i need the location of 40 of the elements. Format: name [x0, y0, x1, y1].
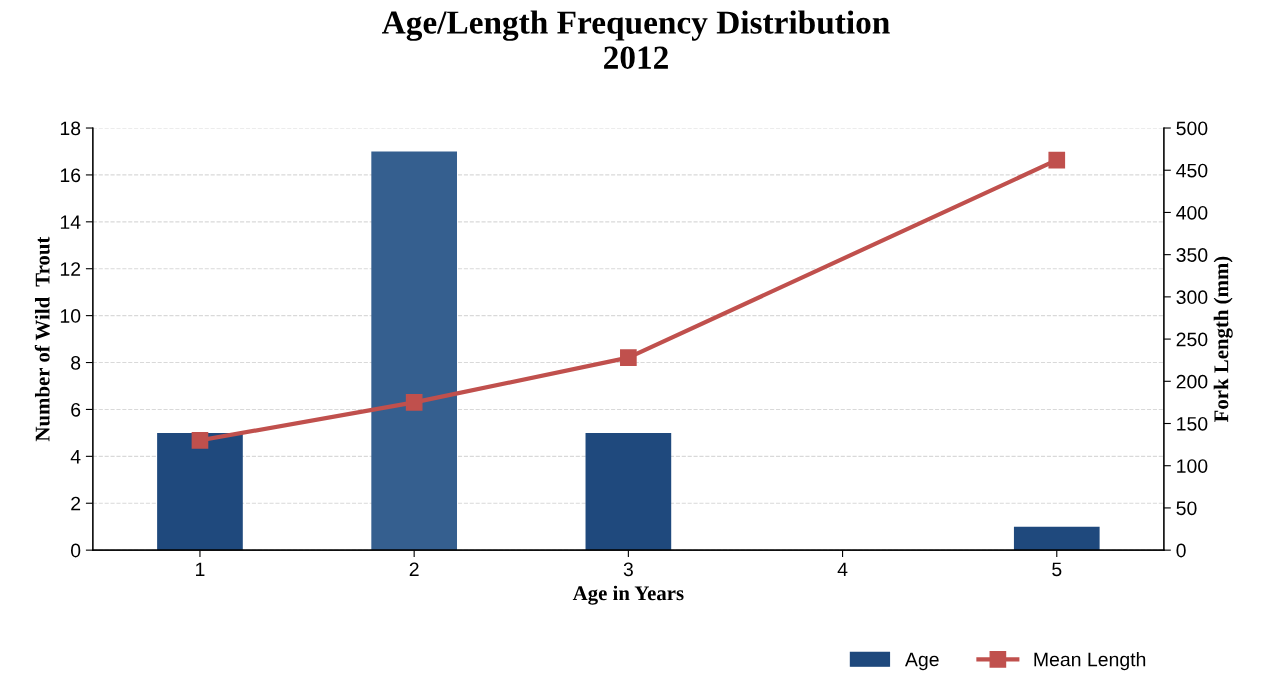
y2-tick-label: 300 — [1176, 290, 1208, 305]
x-tick-label: 2 — [409, 562, 419, 577]
bar — [1013, 526, 1100, 551]
x-tick-label: 4 — [837, 562, 848, 577]
y-tick-label: 8 — [71, 356, 81, 370]
y2-tick-label: 50 — [1176, 501, 1197, 516]
point — [620, 349, 637, 366]
legend-label: Age — [904, 652, 939, 671]
y2-tick-label: 150 — [1177, 416, 1208, 431]
chart-title: Age/Length Frequency Distribution 2012 — [381, 10, 890, 69]
bar — [585, 432, 672, 551]
x-axis-title: Age in Years — [572, 585, 684, 605]
y2-tick-label: 400 — [1176, 205, 1208, 220]
point — [405, 394, 423, 411]
y-tick-label: 6 — [71, 402, 81, 417]
y-tick-label: 10 — [60, 309, 81, 323]
y-tick-label: 16 — [60, 168, 81, 183]
y2-tick-label: 100 — [1177, 459, 1208, 473]
y2-tick-label: 250 — [1176, 332, 1208, 347]
y-tick-label: 4 — [70, 450, 81, 464]
y2-tick-label: 450 — [1176, 163, 1208, 178]
bar — [157, 432, 243, 551]
bar — [371, 151, 457, 551]
x-tick-label: 3 — [623, 562, 633, 577]
y-tick-label: 14 — [60, 215, 81, 229]
y2-tick-label: 200 — [1176, 374, 1208, 389]
x-tick-label: 5 — [1052, 562, 1062, 577]
y-tick-label: 12 — [60, 262, 81, 276]
y-tick-label: 2 — [71, 496, 81, 511]
y-tick-label: 0 — [71, 543, 81, 558]
y2-tick-label: 350 — [1176, 248, 1208, 262]
point — [1048, 151, 1066, 169]
y2-tick-label: 500 — [1176, 121, 1208, 136]
legend-label: Mean Length — [1034, 652, 1146, 671]
point — [191, 432, 209, 449]
y-axis-title: Number of Wild Trout — [34, 236, 50, 442]
x-tick-label: 1 — [196, 562, 205, 577]
y-tick-label: 18 — [60, 121, 81, 136]
y2-axis-title: Fork Length (mm) — [1213, 256, 1233, 423]
y2-tick-label: 0 — [1176, 543, 1186, 558]
